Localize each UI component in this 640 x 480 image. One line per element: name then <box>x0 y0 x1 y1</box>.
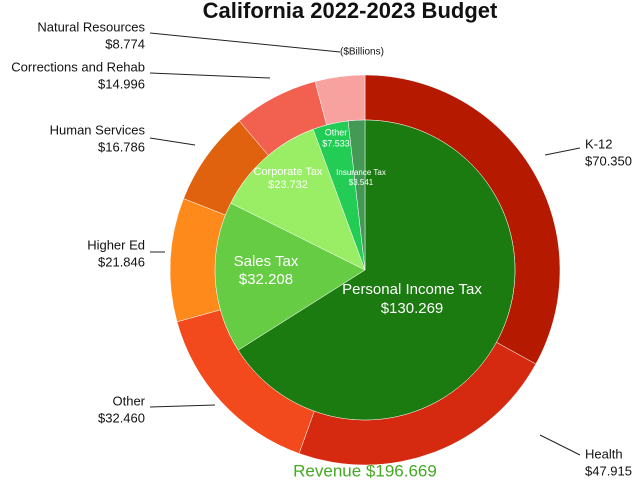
leader-line <box>149 72 271 79</box>
slice-label: K-12 <box>585 136 612 151</box>
slice-label: Natural Resources <box>37 19 145 34</box>
slice <box>214 202 366 351</box>
slice-label: Other <box>325 127 348 137</box>
leader-line <box>149 404 216 408</box>
leader-line <box>149 32 341 53</box>
chart-title: California 2022-2023 Budget <box>203 0 498 23</box>
slice-label: Human Services <box>50 122 146 137</box>
slice-label: Other <box>112 393 145 408</box>
slice <box>347 119 366 271</box>
value-label: $70.350 <box>585 153 632 168</box>
slice-label: Insurance Tax <box>336 168 386 177</box>
annotation: Revenue $196.669 <box>293 461 437 480</box>
slice <box>230 128 366 271</box>
slice-label: Corrections and Rehab <box>11 59 145 74</box>
value-label: $8.774 <box>105 36 145 51</box>
value-label: $23.732 <box>268 179 308 191</box>
chart-subtitle: ($Billions) <box>340 47 384 58</box>
value-label: $14.996 <box>98 76 145 91</box>
value-label: $16.786 <box>98 139 145 154</box>
slice-label: Sales Tax <box>234 253 299 270</box>
value-label: $21.846 <box>98 254 145 269</box>
value-label: $32.460 <box>98 410 145 425</box>
slice-label: Corporate Tax <box>254 166 323 178</box>
value-label: $130.269 <box>381 300 444 317</box>
value-label: $3.541 <box>349 178 374 187</box>
value-label: $47.915 <box>585 463 632 478</box>
leader-line <box>149 137 196 146</box>
value-label: $32.208 <box>239 271 293 288</box>
leader-line <box>539 434 581 456</box>
slice <box>237 119 516 421</box>
slice-label: Personal Income Tax <box>342 281 482 298</box>
leader-line <box>544 147 581 156</box>
slice-label: Higher Ed <box>87 237 145 252</box>
value-label: $7.533 <box>322 138 350 148</box>
slice-label: Health <box>585 446 623 461</box>
